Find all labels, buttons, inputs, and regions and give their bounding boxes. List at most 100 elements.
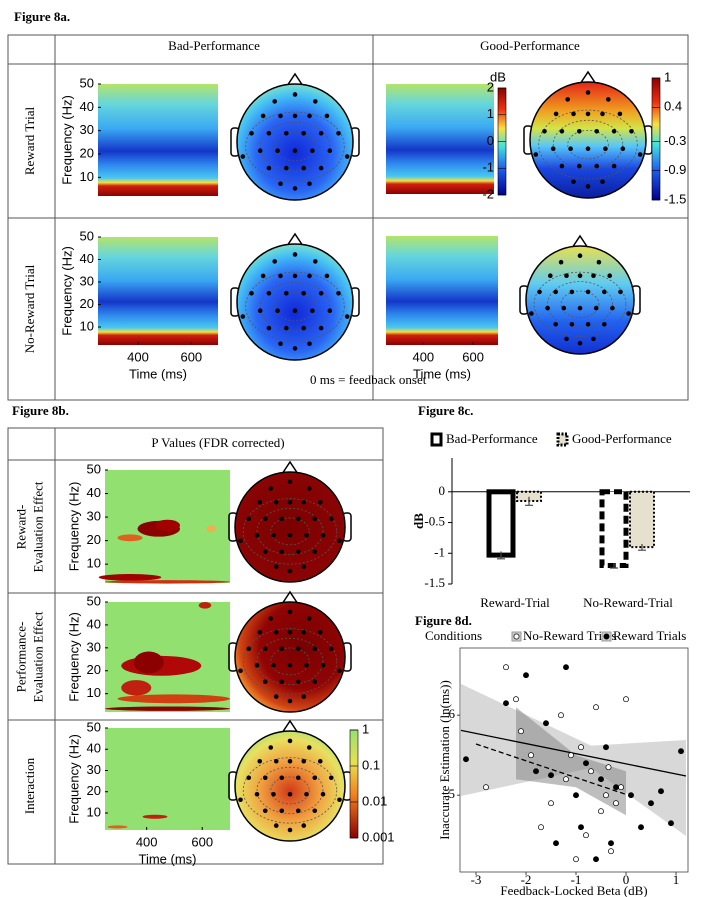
- point: [523, 672, 529, 679]
- confidence-band: [516, 707, 626, 816]
- point: [533, 768, 539, 775]
- topo-contour: [259, 121, 331, 172]
- column-header: P Values (FDR corrected): [151, 435, 284, 450]
- bar: [629, 490, 655, 549]
- electrode: [606, 97, 611, 102]
- electrode: [301, 165, 307, 171]
- electrode: [287, 479, 293, 485]
- electrode: [602, 322, 607, 327]
- y-tick-label: 20: [87, 783, 101, 798]
- electrode: [272, 99, 278, 104]
- electrode: [257, 499, 263, 505]
- electrode: [561, 305, 567, 311]
- topo-contour: [274, 292, 316, 322]
- spectrogram: [98, 237, 218, 345]
- electrode: [272, 259, 278, 264]
- point: [503, 700, 509, 707]
- electrode: [611, 163, 617, 169]
- electrode: [262, 679, 268, 685]
- electrode: [301, 499, 307, 505]
- point: [573, 792, 579, 799]
- topo-contour: [242, 628, 338, 695]
- electrode: [553, 322, 558, 327]
- y-axis-label: dB: [411, 513, 426, 529]
- colorbar-tick-label: 1: [362, 721, 369, 736]
- electrode: [257, 629, 263, 635]
- bar: [486, 489, 516, 558]
- y-tick-label: 30: [80, 273, 94, 288]
- y-tick-label: 30: [87, 639, 101, 654]
- column-header: Bad-Performance: [168, 38, 260, 53]
- electrode: [279, 516, 285, 522]
- y-tick-label: -1.5: [424, 575, 445, 590]
- electrode: [271, 662, 276, 668]
- row-label: Reward-: [13, 505, 28, 550]
- electrode: [585, 90, 591, 95]
- legend-swatch: [430, 432, 443, 447]
- x-tick-label: 400: [412, 349, 434, 364]
- topo-contour: [256, 766, 324, 814]
- electrode: [240, 154, 246, 159]
- electrode: [594, 129, 599, 134]
- electrode: [550, 146, 556, 151]
- electrode: [318, 165, 324, 171]
- y-tick-label: 40: [87, 741, 101, 756]
- electrode: [620, 146, 626, 151]
- row-label: Reward Trial: [22, 106, 37, 175]
- electrode: [266, 291, 272, 296]
- y-axis-label: Inaccurate Estimation (ln(ms)): [437, 680, 452, 840]
- colorbar-tick-label: -0.3: [664, 133, 686, 148]
- y-tick-label: 10: [80, 169, 94, 184]
- electrode: [301, 131, 307, 136]
- column-header: Good-Performance: [480, 38, 580, 53]
- electrode: [238, 797, 243, 803]
- topo-nose: [579, 70, 597, 85]
- electrode: [262, 808, 268, 814]
- electrode: [313, 259, 318, 264]
- point: [598, 808, 604, 815]
- y-tick-label: 5: [449, 786, 456, 801]
- electrode: [564, 273, 569, 279]
- spectrogram: [386, 236, 498, 345]
- electrode: [637, 152, 643, 157]
- electrode: [240, 314, 246, 319]
- topo-contour: [259, 281, 331, 332]
- electrode: [312, 516, 318, 522]
- electrode: [301, 564, 307, 569]
- electrode: [271, 791, 276, 797]
- electrode: [569, 289, 575, 295]
- electrode: [262, 646, 268, 652]
- point: [593, 704, 599, 711]
- electrode: [559, 163, 565, 169]
- electrode: [313, 99, 318, 104]
- error-bar: [610, 563, 618, 569]
- row-label: No-Reward Trial: [22, 264, 37, 353]
- electrode: [287, 662, 293, 668]
- point: [583, 832, 589, 839]
- electrode: [271, 532, 276, 538]
- point: [548, 800, 554, 807]
- electrode: [312, 679, 318, 685]
- electrode: [320, 532, 326, 538]
- electrode: [292, 308, 298, 314]
- electrode: [529, 311, 534, 316]
- y-axis-label: Frequency (Hz): [59, 95, 74, 185]
- electrode: [292, 92, 298, 97]
- colorbar-tick-label: 1: [664, 69, 671, 84]
- topo-contour: [533, 271, 627, 337]
- x-tick-label: 400: [127, 349, 149, 364]
- electrode: [306, 745, 312, 750]
- electrode: [600, 179, 605, 185]
- electrode: [568, 146, 573, 151]
- topo-contour: [567, 130, 609, 160]
- spectrogram: [105, 728, 230, 830]
- topo-nose: [281, 460, 299, 475]
- row-label: Evaluation Effect: [30, 481, 45, 572]
- electrode: [279, 549, 285, 555]
- electrode: [328, 516, 334, 522]
- electrode: [260, 113, 266, 119]
- row-label: Performance-: [13, 622, 28, 693]
- topo-contour: [538, 109, 638, 180]
- electrode: [254, 662, 260, 668]
- significance-blob: [105, 706, 230, 711]
